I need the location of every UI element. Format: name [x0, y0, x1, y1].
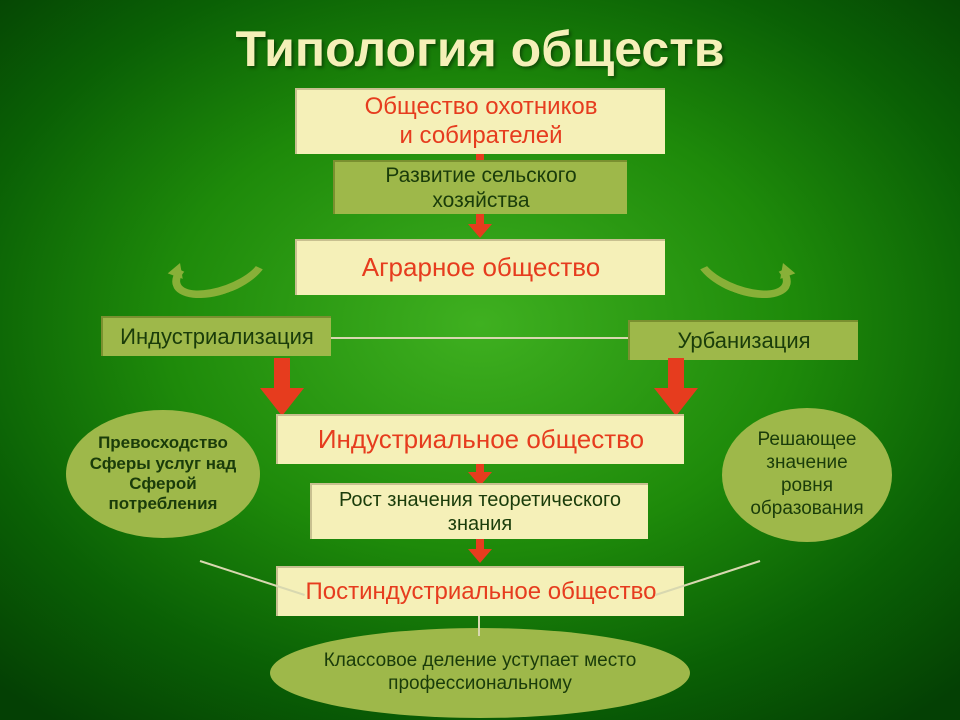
box-hunters: Общество охотников и собирателей — [295, 88, 665, 154]
box-agrarian: Аграрное общество — [295, 239, 665, 295]
box-urbanization-text: Урбанизация — [677, 328, 810, 354]
box-industrial-text: Индустриальное общество — [318, 424, 644, 455]
curve-left-icon — [164, 228, 275, 309]
box-postindustrial: Постиндустриальное общество — [276, 566, 684, 616]
arrow-icon — [260, 358, 304, 416]
ellipse-services: Превосходство Сферы услуг над Сферой пот… — [66, 410, 260, 538]
curve-right-icon — [687, 228, 798, 309]
box-postindustrial-text: Постиндустриальное общество — [306, 578, 657, 607]
box-theory: Рост значения теоретического знания — [310, 483, 648, 539]
ellipse-services-text: Превосходство Сферы услуг над Сферой пот… — [90, 433, 237, 515]
box-urbanization: Урбанизация — [628, 320, 858, 360]
ellipse-class-text: Классовое деление уступает место професс… — [324, 650, 637, 696]
box-industrialization: Индустриализация — [101, 316, 331, 356]
arrow-icon — [468, 214, 492, 238]
box-industrialization-text: Индустриализация — [120, 324, 314, 350]
box-agrarian-text: Аграрное общество — [362, 252, 601, 283]
arrow-icon — [468, 539, 492, 563]
slide-title: Типология обществ — [0, 20, 960, 78]
ellipse-education-text: Решающее значение ровня образования — [750, 429, 863, 520]
connector-line — [478, 616, 480, 636]
ellipse-education: Решающее значение ровня образования — [722, 408, 892, 542]
box-agridev: Развитие сельского хозяйства — [333, 160, 627, 214]
connector-line — [331, 337, 628, 339]
arrow-icon — [654, 358, 698, 416]
ellipse-class: Классовое деление уступает место професс… — [270, 628, 690, 718]
box-agridev-text: Развитие сельского хозяйства — [385, 163, 576, 213]
box-hunters-text: Общество охотников и собирателей — [365, 93, 598, 151]
box-theory-text: Рост значения теоретического знания — [339, 488, 621, 536]
box-industrial: Индустриальное общество — [276, 414, 684, 464]
